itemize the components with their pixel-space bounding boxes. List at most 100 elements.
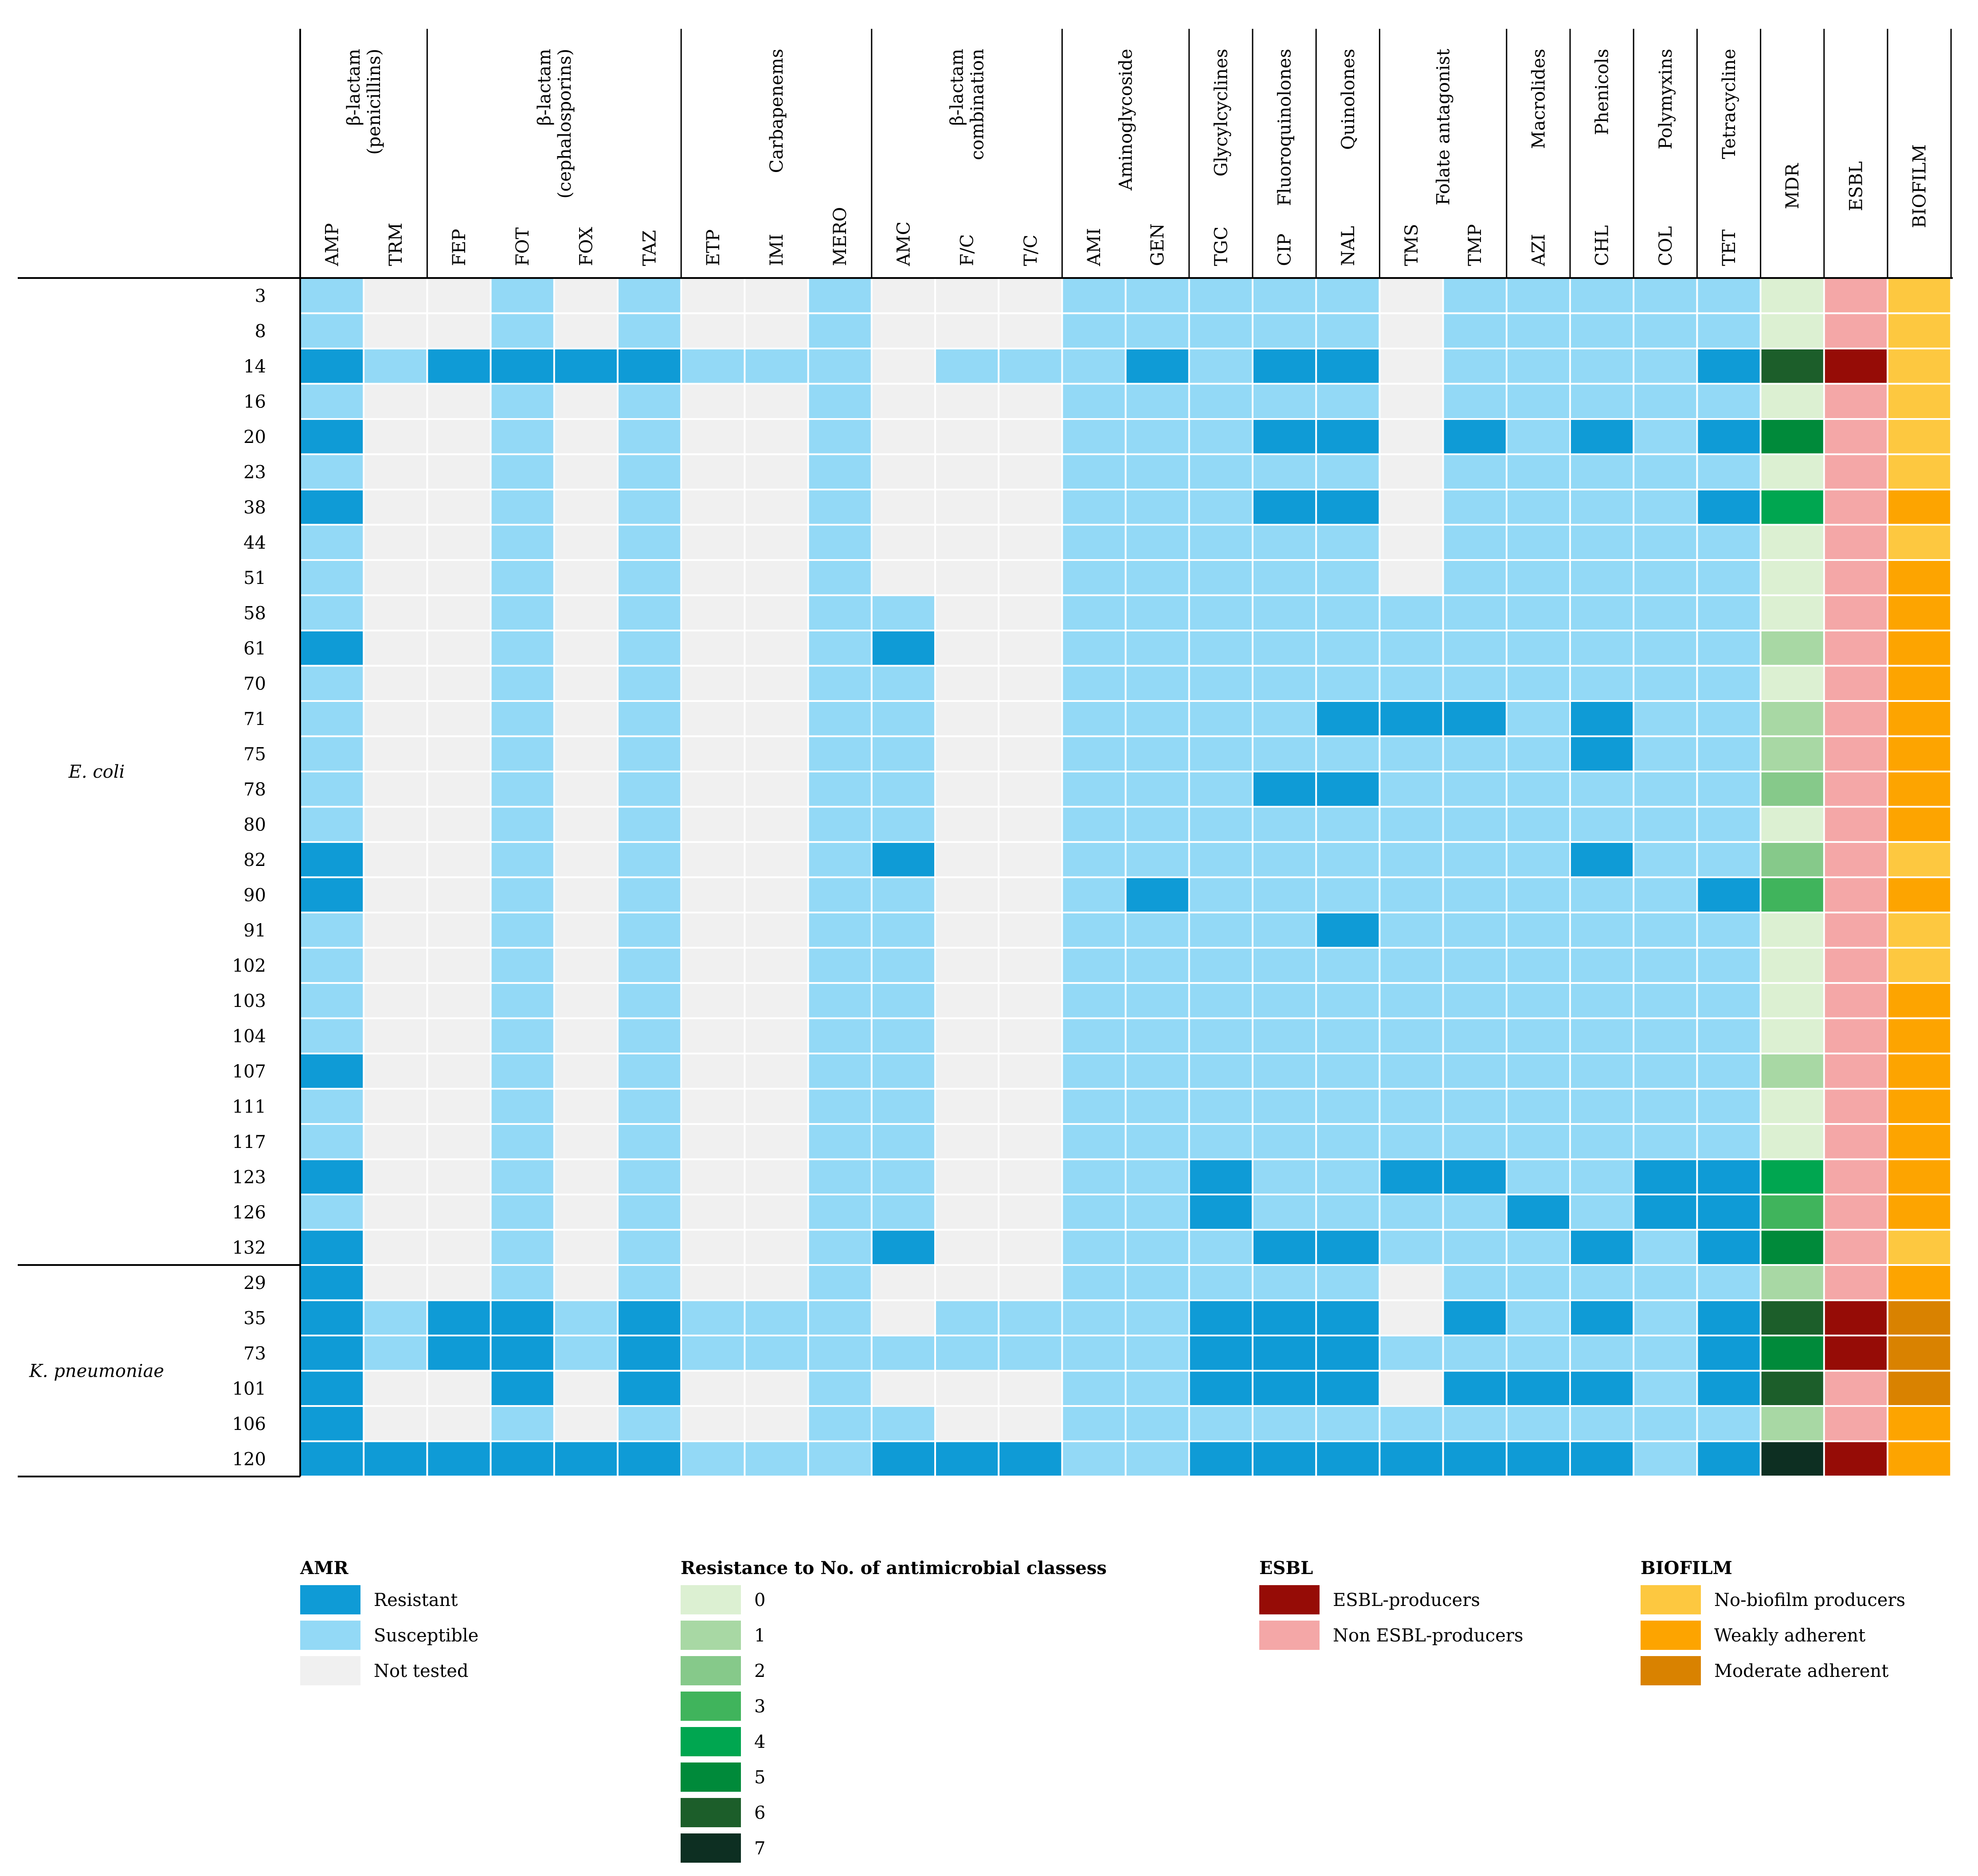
cell-73-biofilm (1888, 1336, 1951, 1370)
cell-61-taz (619, 631, 681, 665)
cell-101-col (1634, 1371, 1696, 1405)
cell-35-imi (745, 1301, 807, 1335)
cell-123-tmp (1444, 1160, 1506, 1194)
cell-16-nal (1317, 384, 1379, 418)
cell-117-t-c (999, 1125, 1061, 1159)
cell-104-mdr (1761, 1019, 1823, 1053)
cell-29-tgc (1190, 1266, 1252, 1300)
cell-70-nal (1317, 666, 1379, 700)
cell-90-tet (1698, 878, 1760, 912)
row-label-51: 51 (243, 568, 266, 588)
cell-102-fep (428, 948, 490, 982)
cell-117-gen (1126, 1125, 1188, 1159)
cell-38-chl (1571, 490, 1633, 524)
cell-58-tms (1380, 596, 1442, 630)
cell-75-col (1634, 737, 1696, 771)
cell-82-fox (555, 843, 617, 877)
cell-101-tmp (1444, 1371, 1506, 1405)
cell-120-biofilm (1888, 1442, 1951, 1476)
cell-8-biofilm (1888, 314, 1951, 348)
cell-61-col (1634, 631, 1696, 665)
cell-132-tgc (1190, 1230, 1252, 1264)
cell-44-azi (1507, 525, 1569, 559)
cell-78-chl (1571, 772, 1633, 806)
cell-126-chl (1571, 1195, 1633, 1229)
cell-103-gen (1126, 984, 1188, 1018)
cell-80-amp (301, 807, 363, 841)
cell-82-fot (491, 843, 553, 877)
cell-51-azi (1507, 561, 1569, 595)
cell-123-nal (1317, 1160, 1379, 1194)
cell-29-ami (1063, 1266, 1125, 1300)
cell-51-amp (301, 561, 363, 595)
cell-82-amc (872, 843, 934, 877)
cell-80-tmp (1444, 807, 1506, 841)
cell-20-chl (1571, 420, 1633, 454)
cell-73-tmp (1444, 1336, 1506, 1370)
cell-75-taz (619, 737, 681, 771)
legend-label-no-biofilm-producers: No-biofilm producers (1714, 1590, 1905, 1610)
cell-58-esbl (1825, 596, 1887, 630)
cell-117-mdr (1761, 1125, 1823, 1159)
cell-78-biofilm (1888, 772, 1951, 806)
cell-20-tgc (1190, 420, 1252, 454)
cell-126-taz (619, 1195, 681, 1229)
cell-71-mero (809, 702, 871, 736)
cell-101-gen (1126, 1371, 1188, 1405)
cell-38-esbl (1825, 490, 1887, 524)
cell-123-azi (1507, 1160, 1569, 1194)
col-header-tmp: TMP (1465, 224, 1485, 266)
cell-126-ami (1063, 1195, 1125, 1229)
cell-103-cip (1253, 984, 1316, 1018)
cell-23-tms (1380, 455, 1442, 489)
cell-102-biofilm (1888, 948, 1951, 982)
cell-126-fot (491, 1195, 553, 1229)
cell-51-col (1634, 561, 1696, 595)
cell-75-tms (1380, 737, 1442, 771)
cell-29-tms (1380, 1266, 1442, 1300)
cell-101-azi (1507, 1371, 1569, 1405)
cell-61-esbl (1825, 631, 1887, 665)
cell-3-mdr (1761, 279, 1823, 313)
cell-75-tet (1698, 737, 1760, 771)
cell-126-azi (1507, 1195, 1569, 1229)
cell-44-ami (1063, 525, 1125, 559)
cell-23-tet (1698, 455, 1760, 489)
row-label-91: 91 (243, 920, 266, 941)
cell-3-fot (491, 279, 553, 313)
cell-61-mero (809, 631, 871, 665)
cell-61-biofilm (1888, 631, 1951, 665)
cell-29-trm (364, 1266, 427, 1300)
cell-80-tgc (1190, 807, 1252, 841)
cell-123-imi (745, 1160, 807, 1194)
cell-111-esbl (1825, 1089, 1887, 1123)
col-header-tms: TMS (1402, 224, 1422, 266)
heatmap-grid (301, 279, 1951, 1476)
cell-104-azi (1507, 1019, 1569, 1053)
cell-8-f-c (936, 314, 998, 348)
cell-80-mero (809, 807, 871, 841)
cell-70-etp (682, 666, 744, 700)
cell-101-amp (301, 1371, 363, 1405)
cell-8-etp (682, 314, 744, 348)
cell-35-t-c (999, 1301, 1061, 1335)
cell-73-taz (619, 1336, 681, 1370)
cell-29-fot (491, 1266, 553, 1300)
cell-61-fox (555, 631, 617, 665)
row-label-14: 14 (243, 356, 266, 377)
row-label-117: 117 (232, 1132, 266, 1152)
cell-14-gen (1126, 349, 1188, 383)
cell-16-amc (872, 384, 934, 418)
legend-swatch-moderate-adherent (1641, 1656, 1701, 1685)
legend-swatch-4 (681, 1727, 741, 1756)
cell-104-esbl (1825, 1019, 1887, 1053)
cell-38-gen (1126, 490, 1188, 524)
col-header-ami: AMI (1084, 228, 1105, 266)
cell-35-f-c (936, 1301, 998, 1335)
cell-70-fot (491, 666, 553, 700)
legend-label-1: 1 (754, 1625, 765, 1646)
cell-90-t-c (999, 878, 1061, 912)
cell-71-ami (1063, 702, 1125, 736)
cell-73-ami (1063, 1336, 1125, 1370)
col-header-trm: TRM (386, 223, 406, 266)
